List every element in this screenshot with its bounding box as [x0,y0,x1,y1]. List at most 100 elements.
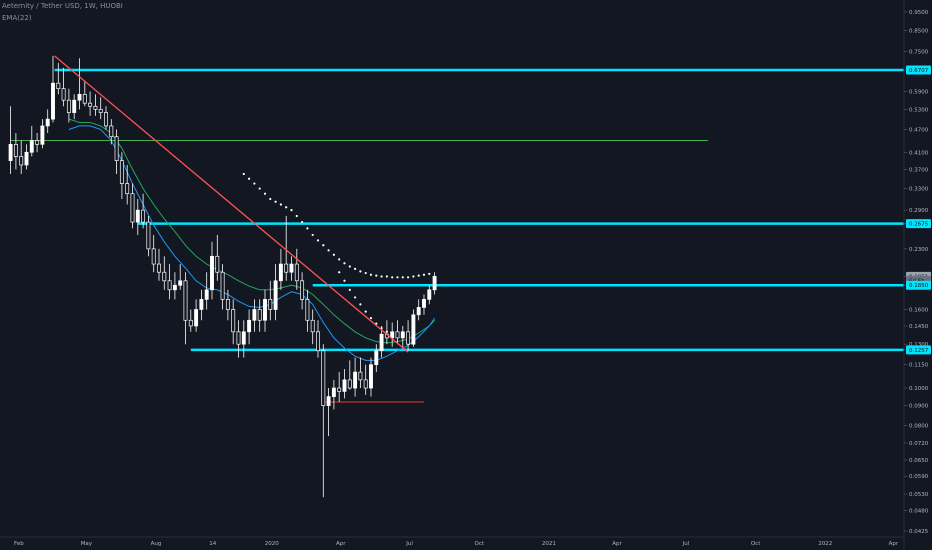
dot-19 [343,262,346,265]
candle-body-17 [98,109,103,113]
dot-5 [269,197,272,201]
dot-29 [396,276,399,279]
candle-body-56 [305,299,310,321]
candle-body-10 [61,88,66,101]
candle-body-24 [135,209,140,223]
candle-body-63 [342,379,347,392]
candle-body-22 [125,183,130,195]
x-tick-label-6: Jul [405,541,413,547]
candle-body-40 [220,271,225,300]
dot-41 [364,310,367,313]
dot-42 [369,316,373,320]
dot-25 [375,274,378,277]
y-tick-label-6: 0.4700 [909,127,929,133]
dot-36 [338,271,341,274]
x-tick-label-3: 14 [209,541,216,547]
dot-40 [359,303,362,306]
candle-body-14 [82,93,87,104]
x-tick-label-4: 2020 [265,541,279,547]
candle-body-49 [268,299,273,310]
candle-body-47 [257,309,262,321]
candle-body-19 [109,125,114,138]
y-tick-label-25: 0.0590 [909,474,929,480]
x-tick-label-7: Oct [474,541,484,547]
x-tick-label-11: Oct [751,541,761,547]
candle-body-76 [411,314,416,345]
candle-body-21 [119,160,124,184]
candle-body-58 [316,331,320,352]
candle-body-20 [114,136,119,161]
x-tick-label-2: Aug [151,541,162,547]
x-tick-label-0: Feb [14,541,24,547]
candle-body-55 [300,280,305,300]
candle-body-70 [379,333,384,352]
candle-body-30 [167,280,172,291]
x-tick-label-8: 2021 [542,541,556,547]
horizontal-levels [10,68,904,403]
candle-body-53 [289,263,294,273]
x-tick-label-5: Apr [336,541,346,547]
y-tick-label-8: 0.3700 [909,167,929,173]
candle-body-72 [390,331,395,339]
dot-22 [359,270,362,273]
candle-body-57 [310,319,315,333]
candle-body-15 [88,102,93,107]
dot-3 [258,187,261,190]
candle-body-46 [252,309,257,321]
dot-33 [417,274,420,277]
candle-body-68 [369,364,373,389]
time-axis[interactable]: Feb May Aug 14 2020 Apr Jul Oct 2021 Apr Jul Oct 202… [14,541,899,547]
candle-body-9 [56,82,61,90]
y-tick-label-5: 0.5300 [909,107,929,113]
candle-body-51 [278,263,283,282]
dot-8 [285,206,288,209]
price-label-4: 0.1850 [909,283,929,289]
dot-32 [412,275,415,278]
candle-body-66 [358,371,363,381]
dot-16 [327,249,330,252]
trendline [54,55,409,353]
x-tick-label-1: May [81,541,93,547]
candle-body-61 [331,387,336,397]
dot-26 [380,275,383,278]
price-label-5: 0.1257 [909,348,929,354]
candle-body-48 [263,299,267,321]
candle-body-8 [51,82,55,120]
dot-4 [263,192,267,195]
candle-body-25 [141,209,146,223]
dot-10 [295,214,298,218]
dot-15 [322,244,325,247]
candle-body-29 [162,271,167,282]
dots-series [242,172,431,333]
y-tick-label-16: 0.1450 [909,324,929,330]
dot-45 [385,330,388,333]
symbol-title: Aeternity / Tether USD, 1W, HUOBI [2,2,123,10]
dot-24 [369,273,373,276]
candle-body-75 [406,331,411,345]
dot-6 [274,200,277,203]
y-tick-label-19: 0.1150 [909,363,929,369]
trendline-group [54,55,409,353]
candle-body-80 [432,276,437,291]
price-label-1: 0.2675 [909,222,929,228]
y-tick-label-23: 0.0720 [909,441,929,447]
candle-body-64 [347,379,352,389]
candle-body-41 [225,299,230,310]
candle-body-42 [231,309,236,333]
candle-body-74 [400,331,405,339]
candle-body-26 [146,221,151,250]
candle-body-31 [172,284,177,291]
candle-body-38 [210,255,214,291]
candle-body-62 [337,387,342,392]
dot-9 [290,209,293,212]
price-label-bg-0 [906,65,931,75]
dot-34 [422,273,426,276]
y-tick-label-9: 0.3300 [909,187,929,193]
dot-2 [253,182,256,185]
y-tick-label-27: 0.0480 [909,509,929,515]
dot-20 [348,265,351,268]
y-tick-label-7: 0.4100 [909,150,929,156]
candle-body-7 [45,118,50,127]
